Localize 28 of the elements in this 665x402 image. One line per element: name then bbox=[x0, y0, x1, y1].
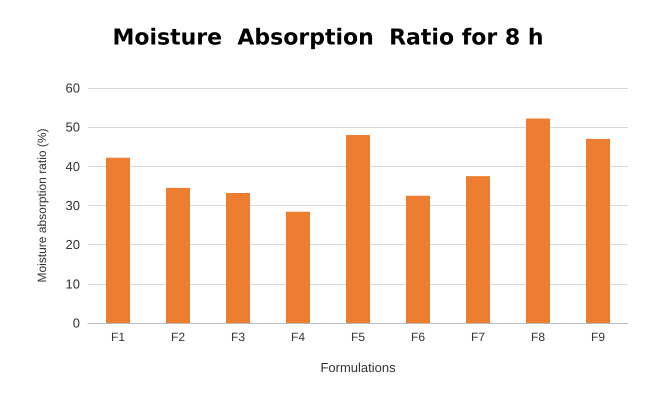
bar bbox=[586, 138, 610, 323]
x-tick-label: F5 bbox=[350, 330, 366, 344]
x-tick-label: F1 bbox=[110, 330, 126, 344]
x-tick-label: F7 bbox=[470, 330, 486, 344]
bar bbox=[166, 188, 190, 323]
y-tick-label: 0 bbox=[72, 316, 80, 330]
bar bbox=[226, 192, 250, 323]
y-tick-label: 10 bbox=[66, 276, 80, 292]
bar bbox=[346, 135, 370, 323]
y-tick-label: 40 bbox=[66, 158, 80, 174]
bar bbox=[406, 196, 430, 323]
x-tick-label: F9 bbox=[590, 330, 606, 344]
x-tick-label: F2 bbox=[170, 330, 186, 344]
y-tick-label: 20 bbox=[66, 237, 80, 252]
x-axis-title: Formulations bbox=[320, 360, 396, 375]
x-tick-label: F8 bbox=[530, 330, 546, 344]
bar bbox=[466, 176, 490, 323]
y-tick-label: 30 bbox=[66, 198, 80, 213]
bar bbox=[106, 158, 130, 323]
bar bbox=[526, 118, 550, 323]
x-tick-label: F6 bbox=[410, 330, 426, 344]
y-axis-title: Moisture absorption ratio (%) bbox=[35, 128, 49, 283]
y-tick-label: 60 bbox=[66, 80, 80, 96]
x-tick-label: F4 bbox=[290, 330, 306, 344]
y-tick-label: 50 bbox=[66, 120, 80, 135]
bar bbox=[286, 212, 310, 323]
chart-title: Moisture Absorption Ratio for 8 h bbox=[112, 26, 544, 50]
x-tick-label: F3 bbox=[230, 330, 246, 344]
